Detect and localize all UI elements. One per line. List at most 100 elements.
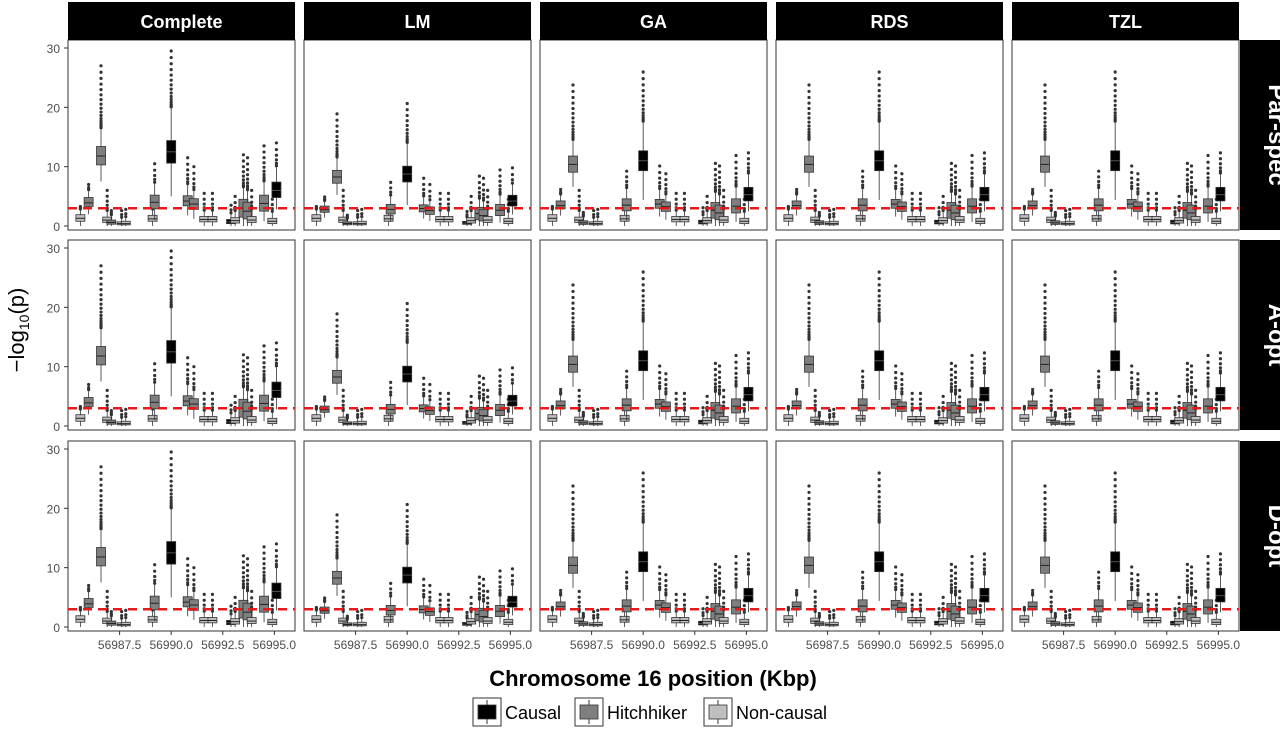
outlier-point	[335, 343, 339, 347]
outlier-point	[1177, 208, 1181, 213]
outlier-point	[169, 287, 173, 291]
outlier-point	[465, 409, 469, 414]
boxplot-causal	[1215, 552, 1226, 613]
outlier-point	[1218, 570, 1223, 574]
outlier-point	[807, 283, 811, 287]
boxplot-causal	[402, 502, 413, 607]
outlier-point	[169, 68, 173, 72]
boxplot-non-causal	[679, 592, 690, 627]
outlier-point	[970, 182, 974, 186]
outlier-point	[625, 570, 629, 574]
x-tick-label: 56992.5	[201, 638, 245, 652]
outlier-point	[1113, 111, 1117, 115]
outlier-point	[713, 583, 718, 587]
outlier-point	[970, 580, 974, 585]
outlier-point	[571, 528, 575, 532]
outlier-point	[1049, 604, 1053, 608]
outlier-point	[153, 581, 157, 585]
outlier-point	[169, 83, 173, 87]
outlier-point	[571, 133, 575, 137]
outlier-point	[910, 197, 914, 201]
outlier-point	[1097, 379, 1101, 384]
outlier-point	[341, 388, 345, 392]
outlier-point	[877, 307, 881, 311]
outlier-point	[900, 591, 904, 595]
outlier-point	[210, 397, 215, 401]
y-tick-label: 10	[47, 161, 61, 175]
outlier-point	[807, 116, 811, 120]
boxplot-non-causal	[810, 188, 821, 226]
outlier-point	[832, 214, 836, 219]
outlier-point	[1043, 502, 1047, 506]
outlier-point	[477, 194, 482, 198]
outlier-point	[861, 580, 865, 585]
boxplot-non-causal	[915, 592, 926, 627]
outlier-point	[722, 596, 726, 600]
outlier-point	[877, 311, 881, 315]
outlier-point	[664, 588, 668, 592]
outlier-point	[169, 488, 173, 492]
outlier-point	[1043, 330, 1047, 334]
outlier-point	[742, 603, 746, 608]
outlier-point	[734, 554, 738, 559]
y-tick-label: 30	[47, 443, 61, 457]
outlier-point	[389, 581, 393, 585]
boxplot-hitchhiker	[342, 213, 353, 226]
outlier-point	[1154, 397, 1159, 401]
outlier-point	[262, 375, 266, 380]
panel-tzl-a-opt	[1011, 239, 1240, 431]
outlier-point	[498, 187, 502, 192]
outlier-point	[323, 395, 327, 399]
outlier-point	[1064, 613, 1068, 618]
outlier-point	[241, 178, 246, 182]
outlier-point	[861, 183, 865, 187]
outlier-point	[481, 577, 486, 581]
outlier-point	[877, 512, 881, 516]
box	[147, 414, 158, 422]
outlier-point	[210, 402, 215, 406]
outlier-point	[1043, 301, 1047, 305]
column-strip-rds	[776, 2, 1003, 40]
outlier-point	[192, 365, 196, 369]
outlier-point	[169, 291, 173, 295]
outlier-point	[99, 321, 103, 326]
boxplot-hitchhiker	[555, 387, 566, 416]
outlier-point	[405, 313, 409, 318]
outlier-point	[894, 565, 898, 569]
outlier-point	[828, 616, 832, 620]
outlier-point	[1130, 381, 1134, 385]
outlier-point	[1097, 383, 1101, 387]
outlier-point	[356, 212, 360, 217]
boxplot-hitchhiker	[714, 164, 725, 226]
outlier-point	[405, 538, 409, 542]
outlier-point	[241, 381, 246, 385]
outlier-point	[861, 570, 865, 574]
outlier-point	[105, 394, 109, 398]
boxplot-hitchhiker	[731, 554, 741, 623]
panel-ga-par-spec	[539, 39, 768, 231]
outlier-point	[1097, 586, 1101, 591]
outlier-point	[918, 397, 923, 401]
outlier-point	[360, 214, 364, 219]
outlier-point	[900, 172, 904, 176]
boxplot-causal	[979, 351, 990, 412]
outlier-point	[241, 165, 246, 169]
outlier-point	[1031, 390, 1035, 394]
box	[954, 617, 965, 624]
panel-border	[539, 440, 768, 632]
outlier-point	[664, 584, 668, 588]
outlier-point	[1113, 512, 1117, 516]
outlier-point	[746, 166, 751, 170]
boxplot-hitchhiker	[342, 614, 353, 627]
outlier-point	[982, 563, 987, 567]
outlier-point	[1043, 306, 1047, 311]
outlier-point	[245, 162, 250, 166]
outlier-point	[120, 212, 124, 217]
x-tick-label: 56995.0	[1197, 638, 1241, 652]
outlier-point	[581, 611, 585, 616]
outlier-point	[813, 199, 817, 203]
outlier-point	[900, 183, 904, 187]
outlier-point	[446, 397, 451, 401]
column-strip-tzl	[1012, 2, 1239, 40]
